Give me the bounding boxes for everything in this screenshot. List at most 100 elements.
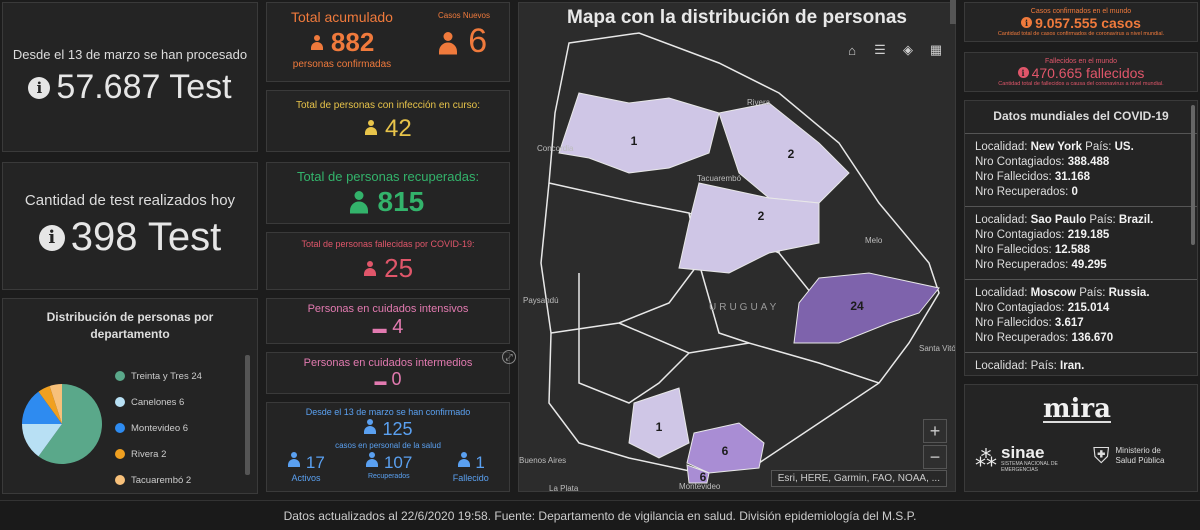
- recovered-value: 815: [377, 185, 425, 217]
- place-label: Buenos Aires: [519, 456, 566, 465]
- region-count-label: 24: [850, 299, 864, 313]
- region-count-label: 2: [758, 209, 765, 223]
- sinae-icon: ⁂: [975, 446, 997, 471]
- recovered-panel: Total de personas recuperadas: 815: [266, 162, 510, 224]
- msp-logo: ⛨ Ministerio de Salud Pública: [1093, 443, 1165, 468]
- world-data-item[interactable]: Localidad: Sao Paulo País: Brazil. Nro Co…: [965, 206, 1197, 279]
- zoom-out-button[interactable]: −: [923, 445, 947, 469]
- active-infections-panel: Total de personas con infección en curso…: [266, 90, 510, 152]
- map-scroll-marker[interactable]: [950, 0, 956, 24]
- home-icon[interactable]: ⌂: [848, 42, 856, 58]
- world-deaths-top: Fallecidos en el mundo: [1045, 57, 1117, 65]
- tests-total-panel: Desde el 13 de marzo se han procesado i …: [2, 2, 258, 152]
- map-attribution[interactable]: Esri, HERE, Garmin, FAO, NOAA, ...: [770, 470, 947, 487]
- distribution-pie-chart[interactable]: [17, 379, 107, 469]
- legend-item[interactable]: Treinta y Tres 24: [115, 363, 202, 389]
- info-icon: i: [28, 76, 51, 99]
- world-deaths-panel: Fallecidos en el mundo i 470.665 fallecid…: [964, 52, 1198, 92]
- legend-swatch: [115, 397, 125, 407]
- world-cases-value: 9.057.555 casos: [1035, 14, 1141, 31]
- pie-slice[interactable]: [22, 424, 62, 457]
- health-staff-value: 125: [382, 419, 413, 439]
- distribution-title: Distribución de personas por departament…: [46, 310, 214, 341]
- legend-item[interactable]: Montevideo 6: [115, 415, 202, 441]
- accumulated-sub: personas confirmadas: [292, 59, 392, 70]
- place-label: Melo: [865, 236, 883, 245]
- country-label: URUGUAY: [709, 302, 779, 313]
- info-icon: i: [1017, 67, 1029, 78]
- tests-today-label: Cantidad de test realizados hoy: [24, 192, 236, 209]
- new-cases-label: Casos Nuevos: [437, 11, 491, 20]
- mira-logo: mira: [1043, 394, 1111, 424]
- deceased-value: 25: [384, 252, 414, 283]
- person-icon: [363, 260, 377, 277]
- legend-scrollbar[interactable]: [245, 355, 250, 475]
- legend-label: Canelones 6: [131, 396, 185, 408]
- pie-slice[interactable]: [49, 384, 62, 424]
- distribution-panel: Distribución de personas por departament…: [2, 298, 258, 494]
- active-infections-value: 42: [384, 114, 412, 142]
- region-tacuarembo[interactable]: [678, 182, 820, 274]
- region-treinta-y-tres[interactable]: [793, 272, 940, 344]
- place-label: Concordia: [537, 144, 574, 153]
- world-deaths-value: 470.665 fallecidos: [1031, 64, 1145, 81]
- world-data-scrollbar[interactable]: [1191, 105, 1195, 245]
- world-data-item[interactable]: Localidad: New York País: US. Nro Contagi…: [965, 133, 1197, 206]
- place-label: Tacuarembó: [697, 174, 742, 183]
- intensive-care-label: Personas en cuidados intensivos: [307, 303, 469, 315]
- list-icon[interactable]: ☰: [874, 42, 886, 57]
- region-canelones[interactable]: [686, 422, 765, 474]
- grid-icon[interactable]: ▦: [929, 42, 943, 57]
- health-staff-panel: Desde el 13 de marzo se han confirmado 1…: [266, 402, 510, 492]
- region-rivera[interactable]: [718, 102, 850, 204]
- region-artigas[interactable]: [558, 92, 720, 174]
- health-recovered: 107 Recuperados: [365, 452, 412, 483]
- sinae-logo: ⁂ sinae SISTEMA NACIONAL DE EMERGENCIAS: [975, 443, 1058, 473]
- map-panel[interactable]: 1 2 2 24 1 6 6 Concordia Rivera Tacuarembó Melo Pa…: [518, 2, 956, 492]
- department-border: [578, 273, 690, 404]
- footer: Datos actualizados al 22/6/2020 19:58. F…: [0, 500, 1200, 530]
- region-count-label: 1: [631, 134, 638, 148]
- legend-swatch: [115, 449, 125, 459]
- health-active: 17 Activos: [287, 452, 325, 483]
- layers-icon[interactable]: ◈: [903, 42, 913, 57]
- tests-today-panel: Cantidad de test realizados hoy i 398 Te…: [2, 162, 258, 290]
- coat-of-arms-icon: ⛨: [1093, 443, 1110, 468]
- map-toolbar: ⌂ ☰ ◈ ▦: [843, 41, 945, 59]
- region-colonia[interactable]: [628, 387, 690, 459]
- world-data-list[interactable]: Localidad: New York País: US. Nro Contagi…: [965, 133, 1197, 375]
- zoom-in-button[interactable]: +: [923, 419, 947, 443]
- world-data-panel[interactable]: Datos mundiales del COVID-19 Localidad: …: [964, 100, 1198, 376]
- legend-item[interactable]: Tacuarembó 2: [115, 467, 202, 493]
- accumulated-value: 882: [330, 27, 375, 57]
- legend-item[interactable]: Rivera 2: [115, 441, 202, 467]
- region-montevideo[interactable]: [686, 464, 710, 484]
- place-label: Santa Vitória do Palmar: [919, 344, 956, 353]
- world-deaths-bottom: Cantidad total de fallecidos a causa del…: [998, 80, 1164, 87]
- legend-label: Treinta y Tres 24: [131, 370, 202, 382]
- pie-slice[interactable]: [38, 385, 62, 424]
- legend-swatch: [115, 371, 125, 381]
- bed-icon: ▬: [374, 373, 387, 388]
- map-canvas[interactable]: 1 2 2 24 1 6 6 Concordia Rivera Tacuarembó Melo Pa…: [519, 3, 956, 492]
- intensive-care-panel: Personas en cuidados intensivos ▬ 4: [266, 298, 510, 344]
- place-label: Paysandú: [523, 296, 559, 305]
- map-title: Mapa con la distribución de personas: [567, 7, 907, 28]
- world-data-item[interactable]: Localidad: Moscow País: Russia. Nro Conta…: [965, 279, 1197, 352]
- legend-label: Montevideo 6: [131, 422, 189, 434]
- place-label: La Plata: [549, 484, 579, 492]
- expand-icon[interactable]: ⤢: [502, 350, 516, 364]
- person-icon: [310, 35, 324, 51]
- distribution-legend: Treinta y Tres 24 Canelones 6 Montevideo 6…: [115, 363, 202, 493]
- tests-total-value: 57.687 Test: [56, 68, 232, 106]
- pie-slice[interactable]: [38, 384, 102, 464]
- bed-icon: ▬: [372, 320, 387, 336]
- person-icon: [457, 452, 471, 468]
- region-count-label: 1: [656, 420, 663, 434]
- world-data-item[interactable]: Localidad: País: Iran.Nro Contagiados: 2…: [965, 352, 1197, 375]
- health-staff-label: Desde el 13 de marzo se han confirmado: [305, 407, 471, 417]
- legend-item[interactable]: Canelones 6: [115, 389, 202, 415]
- pie-slice[interactable]: [22, 391, 62, 424]
- intermediate-care-label: Personas en cuidados intermedios: [303, 356, 473, 369]
